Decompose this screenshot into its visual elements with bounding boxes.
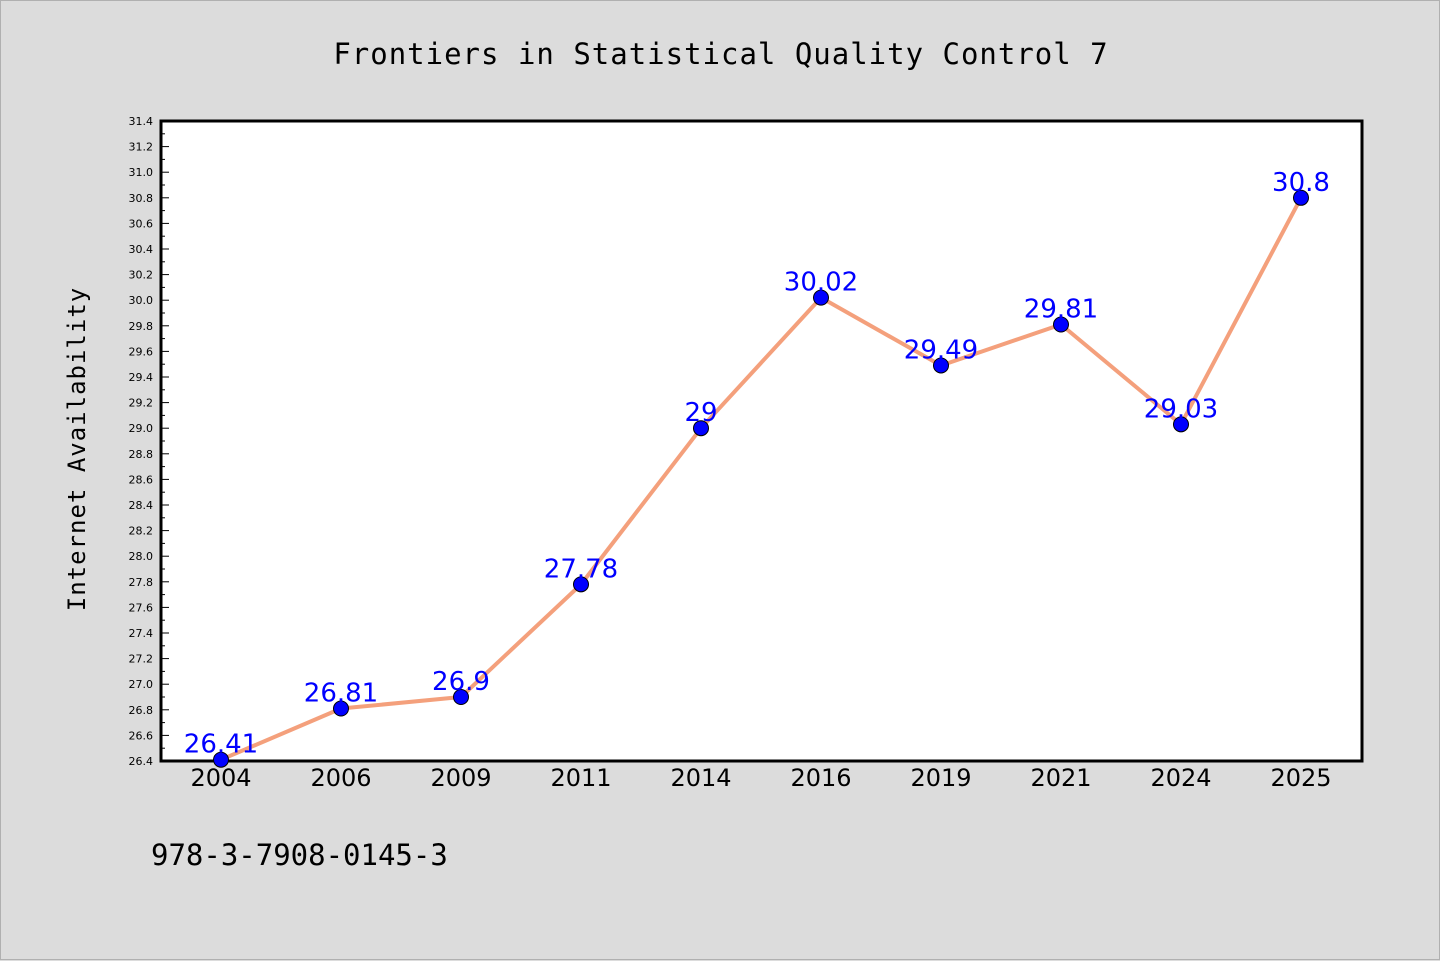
y-tick-label: 30.8 (129, 192, 154, 205)
y-axis: 26.4 26.6 26.8 27.0 27.2 27.4 27.6 27.8 28.0 28.2… (129, 115, 169, 768)
y-tick-label: 30.4 (129, 243, 154, 256)
x-tick-label: 2009 (430, 764, 491, 792)
data-label: 27.78 (544, 554, 618, 584)
y-tick-label: 27.6 (129, 601, 154, 614)
x-tick-label: 2024 (1150, 764, 1211, 792)
y-axis-label: Internet Availability (63, 287, 91, 611)
y-tick-label: 30.0 (129, 294, 154, 307)
data-point (693, 420, 709, 437)
data-label: 26.41 (184, 730, 258, 760)
data-point (1053, 316, 1069, 333)
x-tick-label: 2016 (790, 764, 851, 792)
data-point (1293, 189, 1309, 206)
y-tick-label: 29.0 (129, 422, 154, 435)
data-label: 29.81 (1024, 295, 1098, 325)
data-label: 29.03 (1144, 394, 1218, 424)
data-point (933, 357, 949, 374)
y-tick-label: 29.8 (129, 320, 154, 333)
y-tick-label: 28.0 (129, 550, 154, 563)
series-line (220, 196, 1303, 762)
y-tick-label: 26.6 (129, 729, 154, 742)
y-tick-label: 26.4 (129, 755, 154, 768)
data-label: 30.8 (1272, 168, 1330, 198)
data-point (333, 700, 349, 717)
data-point (213, 751, 229, 768)
data-point (1173, 416, 1189, 433)
plot-area (159, 119, 1364, 763)
data-label: 26.81 (304, 679, 378, 709)
y-tick-label: 31.0 (129, 166, 154, 179)
x-tick-label: 2011 (550, 764, 611, 792)
y-tick-label: 28.4 (129, 499, 154, 512)
x-tick-label: 2025 (1270, 764, 1331, 792)
data-point (453, 689, 469, 705)
x-tick-label: 2019 (910, 764, 971, 792)
y-tick-label: 29.4 (129, 371, 154, 384)
x-tick-label: 2014 (670, 764, 731, 792)
data-point (813, 289, 829, 306)
y-tick-label: 27.4 (129, 627, 154, 640)
data-label: 29 (684, 398, 717, 428)
y-tick-label: 29.6 (129, 345, 154, 358)
y-tick-label: 28.8 (129, 448, 154, 461)
chart-title: Frontiers in Statistical Quality Control… (333, 37, 1108, 71)
series: 26.41 26.81 26.9 27.78 29 30.02 29.49 29.81 29.0… (184, 168, 1330, 768)
y-tick-label: 30.6 (129, 217, 154, 230)
y-tick-label: 28.6 (129, 473, 154, 486)
y-tick-label: 28.2 (129, 525, 154, 538)
y-tick-label: 27.0 (129, 678, 154, 691)
x-tick-label: 2006 (310, 764, 371, 792)
data-label: 26.9 (432, 667, 490, 697)
x-tick-label: 2021 (1030, 764, 1091, 792)
isbn-text: 978-3-7908-0145-3 (151, 838, 448, 872)
data-point (573, 576, 589, 593)
y-tick-label: 26.8 (129, 704, 154, 717)
y-tick-label: 27.8 (129, 576, 154, 589)
y-tick-label: 27.2 (129, 653, 154, 666)
y-tick-label: 30.2 (129, 269, 154, 282)
y-tick-label: 31.2 (129, 141, 154, 154)
x-tick-label: 2004 (190, 764, 251, 792)
data-label: 29.49 (904, 335, 978, 365)
y-tick-label: 31.4 (129, 115, 154, 128)
y-tick-label: 29.2 (129, 397, 154, 410)
x-axis: 2004 2006 2009 2011 2014 2016 2019 2021 2024 2025 (190, 764, 1331, 792)
data-label: 30.02 (784, 268, 858, 298)
